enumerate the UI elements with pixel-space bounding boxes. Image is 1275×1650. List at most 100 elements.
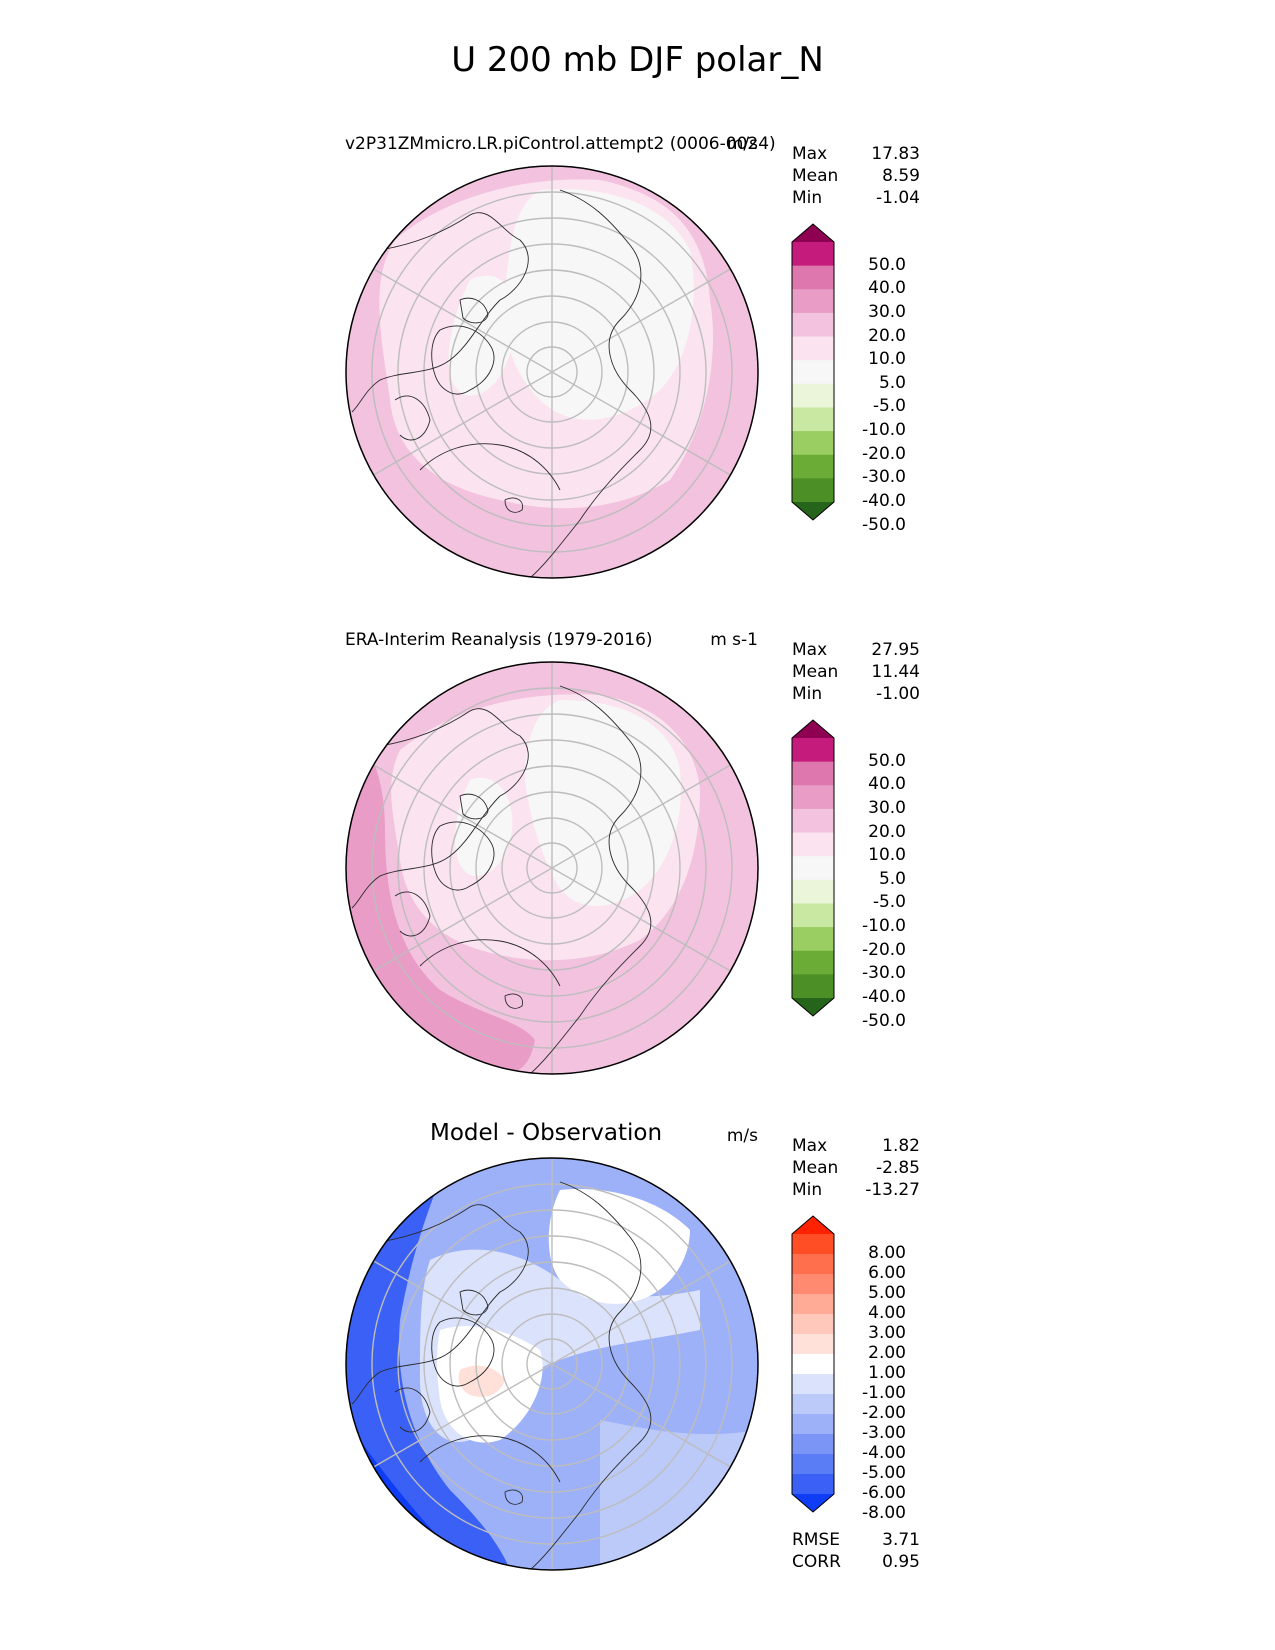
panel-3-colorbar-tick-label: 4.00 [868,1303,906,1323]
panel-3-colorbar [791,1215,835,1513]
panel-2-colorbar-bin [792,927,834,952]
panel-1-colorbar-outline [791,223,835,521]
panel-3-colorbar-tick-label: 2.00 [868,1343,906,1363]
panel-2-colorbar-tick-label: 40.0 [868,774,906,795]
panel-3-max-value: 1.82 [882,1136,920,1156]
panel-3-colorbar-tick-label: -1.00 [862,1383,906,1403]
panel-3-colorbar-bin [792,1274,834,1295]
panel-2-colorbar-tick-label: -40.0 [862,987,906,1007]
panel-2-max-value: 27.95 [871,640,920,660]
panel-1-mean-value: 8.59 [882,166,920,186]
panel-3-colorbar-bin [792,1334,834,1355]
panel-1-colorbar-tick-label: 20.0 [868,325,906,346]
panel-3-corr-value: 0.95 [882,1552,920,1572]
panel-1-map [345,165,759,579]
panel-3-mean-value: -2.85 [876,1158,920,1178]
panel-2-colorbar-tick-label: 5.0 [878,868,906,889]
panel-3-colorbar-tick-label: 3.00 [868,1323,906,1343]
panel-1-colorbar-tick-label: 30.0 [868,301,906,322]
panel-1-colorbar-bin [792,242,834,267]
panel-2-colorbar-bin [792,879,834,904]
panel-2-mean-label: Mean [792,662,839,682]
panel-1-colorbar-tick-label: 40.0 [868,278,906,299]
panel-1-mean-label: Mean [792,166,839,186]
panel-2-min-label: Min [792,684,823,704]
panel-2-colorbar-tick-label: -5.0 [872,892,906,913]
panel-3-colorbar-bin [792,1414,834,1435]
panel-1-colorbar-extend-top [792,224,834,242]
panel-3-units: m/s [726,1126,758,1146]
panel-2-colorbar-bin [792,808,834,834]
panel-1-min-value: -1.04 [876,188,920,208]
panel-3-colorbar-extend-top [792,1216,834,1234]
panel-1-colorbar-bin [792,478,834,503]
panel-2-units: m s-1 [710,630,758,650]
panel-1-colorbar-tick-label: -5.0 [872,396,906,417]
panel-3-map [345,1157,759,1571]
panel-2-colorbar-bin [792,856,834,881]
panel-3-colorbar-bin [792,1254,834,1275]
panel-1-colorbar-bin [792,454,834,479]
panel-1-max-label: Max [792,144,828,164]
panel-3-colorbar-bin [792,1314,834,1335]
panel-2-colorbar-bin [792,832,834,857]
figure-title: U 200 mb DJF polar_N [451,40,824,80]
panel-1-colorbar-bin [792,336,834,361]
panel-3-colorbar-extend-bottom [792,1494,834,1512]
panel-3-min-label: Min [792,1180,823,1200]
panel-3-colorbar-tick-label: 6.00 [868,1263,906,1283]
panel-2-colorbar-tick-label: 30.0 [868,797,906,818]
panel-3-rmse-label: RMSE [792,1530,841,1550]
panel-3-corr-label: CORR [792,1552,841,1572]
panel-2-colorbar-bin [792,950,834,975]
panel-3-colorbar-tick-label: -5.00 [862,1463,906,1483]
panel-1-colorbar-tick-label: -30.0 [862,467,906,488]
panel-3-min-value: -13.27 [865,1180,920,1200]
panel-1-colorbar-extend-bottom [792,502,834,520]
panel-1-colorbar-bin [792,383,834,408]
panel-2-min-value: -1.00 [876,684,920,704]
panel-3-colorbar-bin [792,1454,834,1475]
panel-3-colorbar-tick-label: -8.00 [862,1503,906,1523]
panel-1-max-value: 17.83 [871,144,920,164]
panel-2-mean-value: 11.44 [871,662,920,682]
panel-2-colorbar [791,719,835,1017]
panel-3-colorbar-bin [792,1294,834,1315]
panel-1-min-label: Min [792,188,823,208]
panel-1-colorbar-bin [792,265,834,290]
panel-1-colorbar-tick-label: 50.0 [868,254,906,275]
panel-2-colorbar-tick-label: 20.0 [868,821,906,842]
panel-1-units: m/s [726,134,758,154]
panel-1-colorbar-tick-label: -10.0 [862,420,906,441]
panel-3-rmse-value: 3.71 [882,1530,920,1550]
panel-2-title: ERA-Interim Reanalysis (1979-2016) [345,630,653,650]
panel-1-colorbar-tick-label: 5.0 [878,372,906,393]
panel-1-colorbar-tick-label: -40.0 [862,491,906,511]
panel-3-colorbar-tick-label: 5.00 [868,1283,906,1303]
panel-2-colorbar-bin [792,974,834,999]
panel-3-mean-label: Mean [792,1158,839,1178]
panel-1-colorbar-tick-label: 10.0 [868,349,906,370]
panel-2-colorbar-bin [792,903,834,928]
panel-2-colorbar-tick-label: -20.0 [862,939,906,960]
panel-3-colorbar-tick-label: 8.00 [868,1243,906,1263]
panel-3-max-label: Max [792,1136,828,1156]
panel-2-colorbar-extend-top [792,720,834,738]
panel-3-colorbar-bin [792,1434,834,1455]
panel-1-title: v2P31ZMmicro.LR.piControl.attempt2 (0006… [345,134,776,154]
panel-3-colorbar-tick-label: -3.00 [862,1423,906,1443]
panel-1-colorbar-bin [792,312,834,338]
panel-2-colorbar-tick-label: -10.0 [862,916,906,937]
panel-2-colorbar-bin [792,761,834,786]
panel-2-colorbar-tick-label: -30.0 [862,963,906,984]
panel-1-colorbar-bin [792,431,834,456]
panel-2-max-label: Max [792,640,828,660]
panel-2-map [345,661,759,1075]
panel-3-colorbar-outline [791,1215,835,1513]
panel-2-colorbar-tick-label: -50.0 [862,1010,906,1031]
panel-2-colorbar-tick-label: 10.0 [868,845,906,866]
panel-3-title: Model - Observation [430,1120,663,1146]
panel-3-colorbar-tick-label: -4.00 [862,1443,906,1463]
panel-3-colorbar-bin [792,1394,834,1415]
